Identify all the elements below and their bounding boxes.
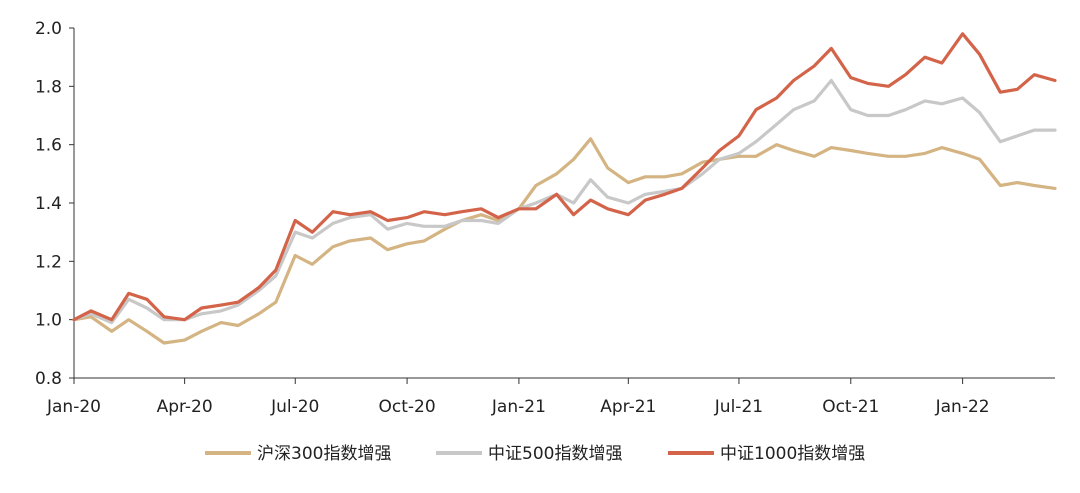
y-tick-label: 1.0 [35,311,62,331]
x-tick-label: Oct-20 [378,397,435,417]
x-tick-label: Oct-21 [822,397,879,417]
x-tick-label: Apr-21 [600,397,656,417]
series-lines [72,32,1057,345]
axes: 0.8 1.0 1.2 1.4 1.6 1.8 2.0 Jan-20 Apr-20 Jul-20 O… [35,19,1055,417]
y-tick-label: 2.0 [35,19,62,39]
x-tick-label: Jan-20 [46,397,101,417]
y-tick-label: 1.8 [35,77,62,97]
x-tick-label: Jul-21 [714,397,763,417]
series-line-2 [72,78,1057,325]
y-tick-label: 1.2 [35,252,62,272]
legend-item: 中证1000指数增强 [668,444,865,464]
x-tick-label: Jul-20 [270,397,319,417]
legend-item: 沪深300指数增强 [205,444,391,464]
x-tick-label: Apr-20 [157,397,213,417]
y-tick-label: 1.4 [35,194,62,214]
legend-label: 沪深300指数增强 [257,444,391,464]
series-line-1 [72,137,1057,345]
y-tick-label: 1.6 [35,136,62,156]
legend-item: 中证500指数增强 [436,444,622,464]
legend-label: 中证500指数增强 [488,444,622,464]
legend-label: 中证1000指数增强 [720,444,865,464]
x-tick-label: Jan-22 [935,397,990,417]
x-tick-label: Jan-21 [491,397,546,417]
series-line-3 [72,32,1057,322]
legend: 沪深300指数增强 中证500指数增强 中证1000指数增强 [205,444,865,464]
y-tick-label: 0.8 [35,369,62,389]
